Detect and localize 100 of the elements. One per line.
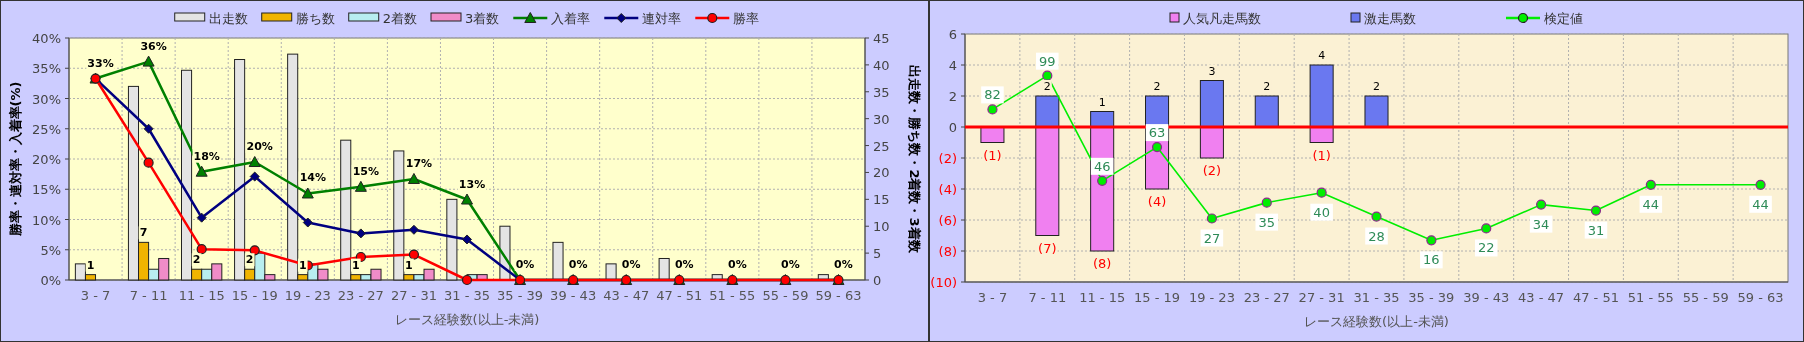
data-label: 31: [1587, 222, 1605, 238]
bar: [658, 257, 670, 281]
data-label: 15%: [352, 164, 380, 178]
bar: [1090, 111, 1115, 128]
data-label: 3: [1208, 64, 1216, 78]
x-tick-label: 59 - 63: [815, 288, 862, 303]
x-tick-label: 3 - 7: [80, 288, 111, 303]
data-label: 20%: [246, 140, 273, 154]
data-label: 1: [86, 258, 95, 272]
y-tick-label: 15%: [32, 182, 61, 198]
data-label: 22: [1477, 240, 1495, 256]
data-label: 27: [1203, 230, 1221, 246]
point: [142, 55, 155, 67]
legend-label: 勝率: [733, 11, 760, 26]
point: [1316, 187, 1327, 198]
y-tick-label: 20%: [32, 152, 61, 167]
data-label: 2: [1153, 80, 1161, 93]
y2-tick-label: 0: [873, 273, 882, 288]
data-label: 0%: [515, 258, 535, 271]
bar: [605, 263, 617, 281]
x-tick-label: 27 - 31: [1298, 290, 1345, 305]
data-label: 40: [1313, 204, 1330, 220]
y-tick-label: 4: [948, 58, 957, 73]
point: [461, 193, 473, 205]
x-tick-label: 11 - 15: [1079, 290, 1126, 305]
data-label: 7: [139, 226, 148, 240]
y2-tick-label: 25: [873, 138, 890, 154]
data-label: (1): [983, 147, 1002, 163]
point: [302, 217, 313, 228]
point: [462, 234, 472, 245]
point: [249, 171, 260, 182]
x-tick-label: 31 - 35: [443, 288, 491, 303]
y-tick-label: 40%: [32, 31, 61, 46]
legend-label: 人気凡走馬数: [1183, 11, 1261, 26]
legend-label: 検定値: [1544, 11, 1583, 26]
x-tick-label: 39 - 43: [550, 288, 597, 303]
data-label: 36%: [140, 39, 167, 53]
y-tick-label: 0: [948, 120, 957, 135]
point: [249, 245, 260, 256]
point: [248, 156, 261, 168]
y-tick-label: 35%: [32, 61, 61, 77]
data-label: 2: [245, 253, 254, 267]
point: [408, 224, 419, 235]
data-label: 44: [1752, 196, 1769, 212]
data-label: 1: [352, 258, 360, 272]
data-label: (2): [1202, 163, 1222, 178]
point: [143, 123, 154, 134]
data-label: 63: [1148, 125, 1166, 141]
y-tick-label: (2): [938, 151, 957, 166]
point: [1426, 235, 1437, 246]
point: [301, 187, 314, 199]
point: [461, 274, 473, 286]
data-label: 0%: [568, 258, 588, 271]
point: [1042, 70, 1053, 81]
x-tick-label: 19 - 23: [284, 288, 331, 303]
x-tick-label: 27 - 31: [390, 288, 437, 303]
x-tick-label: 11 - 15: [178, 288, 225, 303]
x-tick-label: 51 - 55: [709, 288, 756, 303]
data-label: 17%: [405, 156, 433, 170]
bar: [1145, 95, 1170, 128]
data-label: 4: [1318, 49, 1326, 62]
legend-label: 勝ち数: [295, 11, 335, 26]
data-label: 82: [984, 87, 1001, 103]
x-tick-label: 47 - 51: [1572, 290, 1619, 305]
data-label: 0%: [727, 258, 747, 271]
y-tick-label: (4): [938, 182, 957, 197]
data-label: 2: [1263, 80, 1271, 93]
data-label: 28: [1368, 228, 1385, 244]
y-tick-label: (8): [938, 244, 957, 259]
point: [408, 249, 420, 260]
y2-tick-label: 40: [873, 57, 890, 73]
x-tick-label: 31 - 35: [1353, 290, 1400, 305]
y2-tick-label: 5: [873, 246, 882, 262]
data-label: 34: [1532, 216, 1550, 232]
y-tick-label: 6: [948, 27, 957, 42]
x-tick-label: 35 - 39: [1408, 290, 1455, 305]
data-label: 0%: [834, 258, 853, 271]
point: [195, 165, 208, 177]
data-label: 99: [1039, 53, 1056, 69]
legend-label: 入着率: [551, 11, 591, 26]
x-tick-label: 43 - 47: [1518, 290, 1565, 305]
x-tick-label: 3 - 7: [977, 290, 1008, 305]
data-label: 14%: [299, 171, 326, 185]
point: [1206, 213, 1217, 224]
point: [1097, 175, 1108, 186]
x-tick-label: 15 - 19: [1134, 290, 1181, 305]
data-label: 1: [298, 258, 307, 272]
y-tick-label: 10%: [32, 212, 61, 228]
data-label: 1: [1098, 95, 1106, 109]
data-label: 0%: [674, 258, 694, 271]
bar: [1035, 126, 1060, 236]
x-tick-label: 47 - 51: [656, 288, 703, 303]
bar: [446, 198, 458, 281]
point: [1261, 197, 1272, 208]
data-label: (8): [1092, 256, 1112, 271]
legend-label: 2着数: [382, 11, 417, 26]
y-tick-label: 2: [948, 89, 957, 104]
data-label: 18%: [193, 149, 220, 163]
x-axis-title: レース経験数(以上-未満): [1304, 314, 1449, 329]
point: [354, 180, 367, 192]
